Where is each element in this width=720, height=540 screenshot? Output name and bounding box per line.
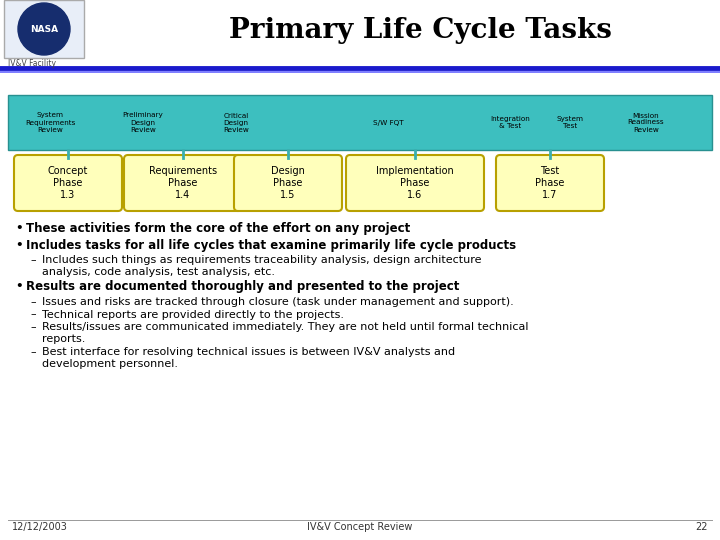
Text: Preliminary
Design
Review: Preliminary Design Review bbox=[122, 112, 163, 132]
Text: S/W FQT: S/W FQT bbox=[373, 119, 403, 125]
Text: development personnel.: development personnel. bbox=[42, 359, 178, 369]
Text: Implementation
Phase
1.6: Implementation Phase 1.6 bbox=[376, 166, 454, 200]
Text: –: – bbox=[30, 296, 35, 307]
Text: analysis, code analysis, test analysis, etc.: analysis, code analysis, test analysis, … bbox=[42, 267, 275, 277]
Text: Results are documented thoroughly and presented to the project: Results are documented thoroughly and pr… bbox=[26, 280, 459, 293]
FancyBboxPatch shape bbox=[346, 155, 484, 211]
FancyBboxPatch shape bbox=[496, 155, 604, 211]
FancyBboxPatch shape bbox=[8, 95, 712, 150]
Text: –: – bbox=[30, 322, 35, 333]
Text: Results/issues are communicated immediately. They are not held until formal tech: Results/issues are communicated immediat… bbox=[42, 322, 528, 333]
FancyBboxPatch shape bbox=[234, 155, 342, 211]
FancyBboxPatch shape bbox=[4, 0, 84, 58]
Text: System
Requirements
Review: System Requirements Review bbox=[24, 112, 75, 132]
Text: 12/12/2003: 12/12/2003 bbox=[12, 522, 68, 532]
Circle shape bbox=[18, 3, 70, 55]
Polygon shape bbox=[60, 158, 76, 170]
Text: •: • bbox=[15, 239, 22, 252]
Text: Includes tasks for all life cycles that examine primarily life cycle products: Includes tasks for all life cycles that … bbox=[26, 239, 516, 252]
Text: NASA: NASA bbox=[30, 24, 58, 33]
Text: reports.: reports. bbox=[42, 334, 86, 345]
Text: Requirements
Phase
1.4: Requirements Phase 1.4 bbox=[149, 166, 217, 200]
Text: –: – bbox=[30, 309, 35, 320]
FancyBboxPatch shape bbox=[124, 155, 242, 211]
Polygon shape bbox=[542, 158, 558, 170]
Text: Primary Life Cycle Tasks: Primary Life Cycle Tasks bbox=[228, 17, 611, 44]
Text: Integration
& Test: Integration & Test bbox=[490, 116, 530, 129]
Text: IV&V Concept Review: IV&V Concept Review bbox=[307, 522, 413, 532]
Text: Critical
Design
Review: Critical Design Review bbox=[223, 112, 249, 132]
Text: Design
Phase
1.5: Design Phase 1.5 bbox=[271, 166, 305, 200]
Text: IV&V Facility: IV&V Facility bbox=[8, 59, 56, 69]
Text: –: – bbox=[30, 255, 35, 265]
Text: These activities form the core of the effort on any project: These activities form the core of the ef… bbox=[26, 222, 410, 235]
FancyBboxPatch shape bbox=[14, 155, 122, 211]
Text: •: • bbox=[15, 280, 22, 293]
Text: Test
Phase
1.7: Test Phase 1.7 bbox=[535, 166, 564, 200]
Text: System
Test: System Test bbox=[557, 116, 583, 129]
Text: Issues and risks are tracked through closure (task under management and support): Issues and risks are tracked through clo… bbox=[42, 296, 514, 307]
Text: Concept
Phase
1.3: Concept Phase 1.3 bbox=[48, 166, 88, 200]
Text: Mission
Readiness
Review: Mission Readiness Review bbox=[628, 112, 665, 132]
Polygon shape bbox=[280, 158, 296, 170]
Polygon shape bbox=[175, 158, 191, 170]
Text: –: – bbox=[30, 347, 35, 357]
Polygon shape bbox=[407, 158, 423, 170]
Text: Technical reports are provided directly to the projects.: Technical reports are provided directly … bbox=[42, 309, 344, 320]
Text: Includes such things as requirements traceability analysis, design architecture: Includes such things as requirements tra… bbox=[42, 255, 482, 265]
Text: Best interface for resolving technical issues is between IV&V analysts and: Best interface for resolving technical i… bbox=[42, 347, 455, 357]
Text: •: • bbox=[15, 222, 22, 235]
Text: 22: 22 bbox=[696, 522, 708, 532]
